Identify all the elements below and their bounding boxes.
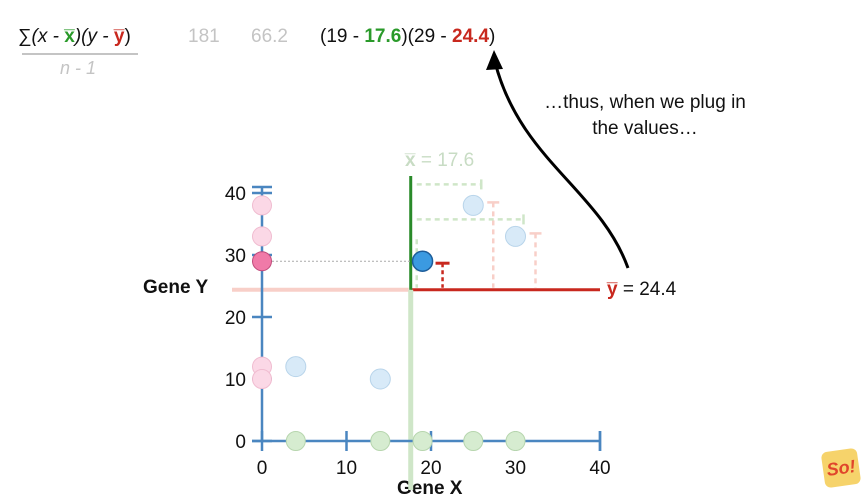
formula-xbar: x̅ — [64, 26, 75, 47]
calc-xbar-value: 17.6 — [364, 26, 402, 47]
data-point-0 — [285, 356, 307, 378]
y-tick-label-20: 20 — [225, 308, 246, 329]
formula-close-x: )(y - — [74, 26, 114, 47]
y-projection-4 — [252, 226, 272, 247]
formula-close-y: ) — [124, 26, 131, 47]
calculation: (19 - 17.6)(29 - 24.4) — [320, 26, 495, 48]
ybar-label-text: = 24.4 — [617, 279, 677, 300]
sum-symbol: ∑ — [18, 26, 32, 47]
calc-part2: )(29 - — [401, 26, 453, 47]
calc-part3: ) — [489, 26, 496, 47]
explanation-note: …thus, when we plug in the values… — [520, 90, 770, 142]
x-tick-label-30: 30 — [505, 458, 526, 479]
fraction-bar — [22, 53, 138, 55]
x-projection-4 — [505, 431, 526, 451]
x-tick-label-10: 10 — [336, 458, 357, 479]
x-projection-1 — [370, 431, 391, 451]
y-axis-title: Gene Y — [143, 277, 209, 298]
value-b: 66.2 — [251, 26, 288, 47]
calc-part1: (19 - — [320, 26, 365, 47]
ybar-label: y̅ = 24.4 — [607, 279, 676, 301]
covariance-formula-numerator: ∑(x - x̅)(y - y̅) — [18, 26, 131, 48]
y-projection-2 — [252, 251, 272, 272]
xbar-label: x̅ = 17.6 — [405, 150, 474, 172]
ybar-label-symbol: y̅ — [607, 279, 618, 300]
data-point-3 — [462, 194, 484, 216]
y-projection-3 — [252, 195, 272, 216]
y-tick-label-30: 30 — [225, 246, 246, 267]
y-tick-label-40: 40 — [225, 184, 246, 205]
data-point-4 — [505, 225, 526, 247]
x-projection-3 — [463, 431, 484, 451]
x-projection-2 — [412, 431, 433, 451]
x-projection-0 — [285, 431, 306, 451]
statquest-logo: So! — [820, 447, 862, 489]
y-tick-label-0: 0 — [235, 432, 246, 453]
x-tick-label-0: 0 — [257, 458, 268, 479]
formula-denominator: n - 1 — [60, 58, 97, 78]
calc-ybar-value: 24.4 — [452, 26, 490, 47]
y-projection-1 — [252, 369, 272, 389]
formula-ybar: y̅ — [113, 26, 125, 47]
x-axis-title: Gene X — [397, 478, 463, 499]
highlighted-data-point — [411, 250, 434, 272]
value-a: 181 — [188, 26, 220, 47]
pointer-arrow — [493, 61, 630, 269]
note-line-2: the values… — [592, 118, 698, 139]
xbar-label-symbol: x̅ — [405, 150, 416, 171]
y-tick-label-10: 10 — [225, 370, 246, 391]
formula-open-x: (x - — [31, 26, 65, 47]
data-point-1 — [369, 368, 391, 390]
xbar-label-text: = 17.6 — [415, 150, 475, 171]
x-tick-label-20: 20 — [420, 458, 441, 479]
pointer-arrowhead — [486, 50, 503, 70]
x-tick-label-40: 40 — [589, 458, 610, 479]
note-line-1: …thus, when we plug in — [544, 92, 746, 113]
